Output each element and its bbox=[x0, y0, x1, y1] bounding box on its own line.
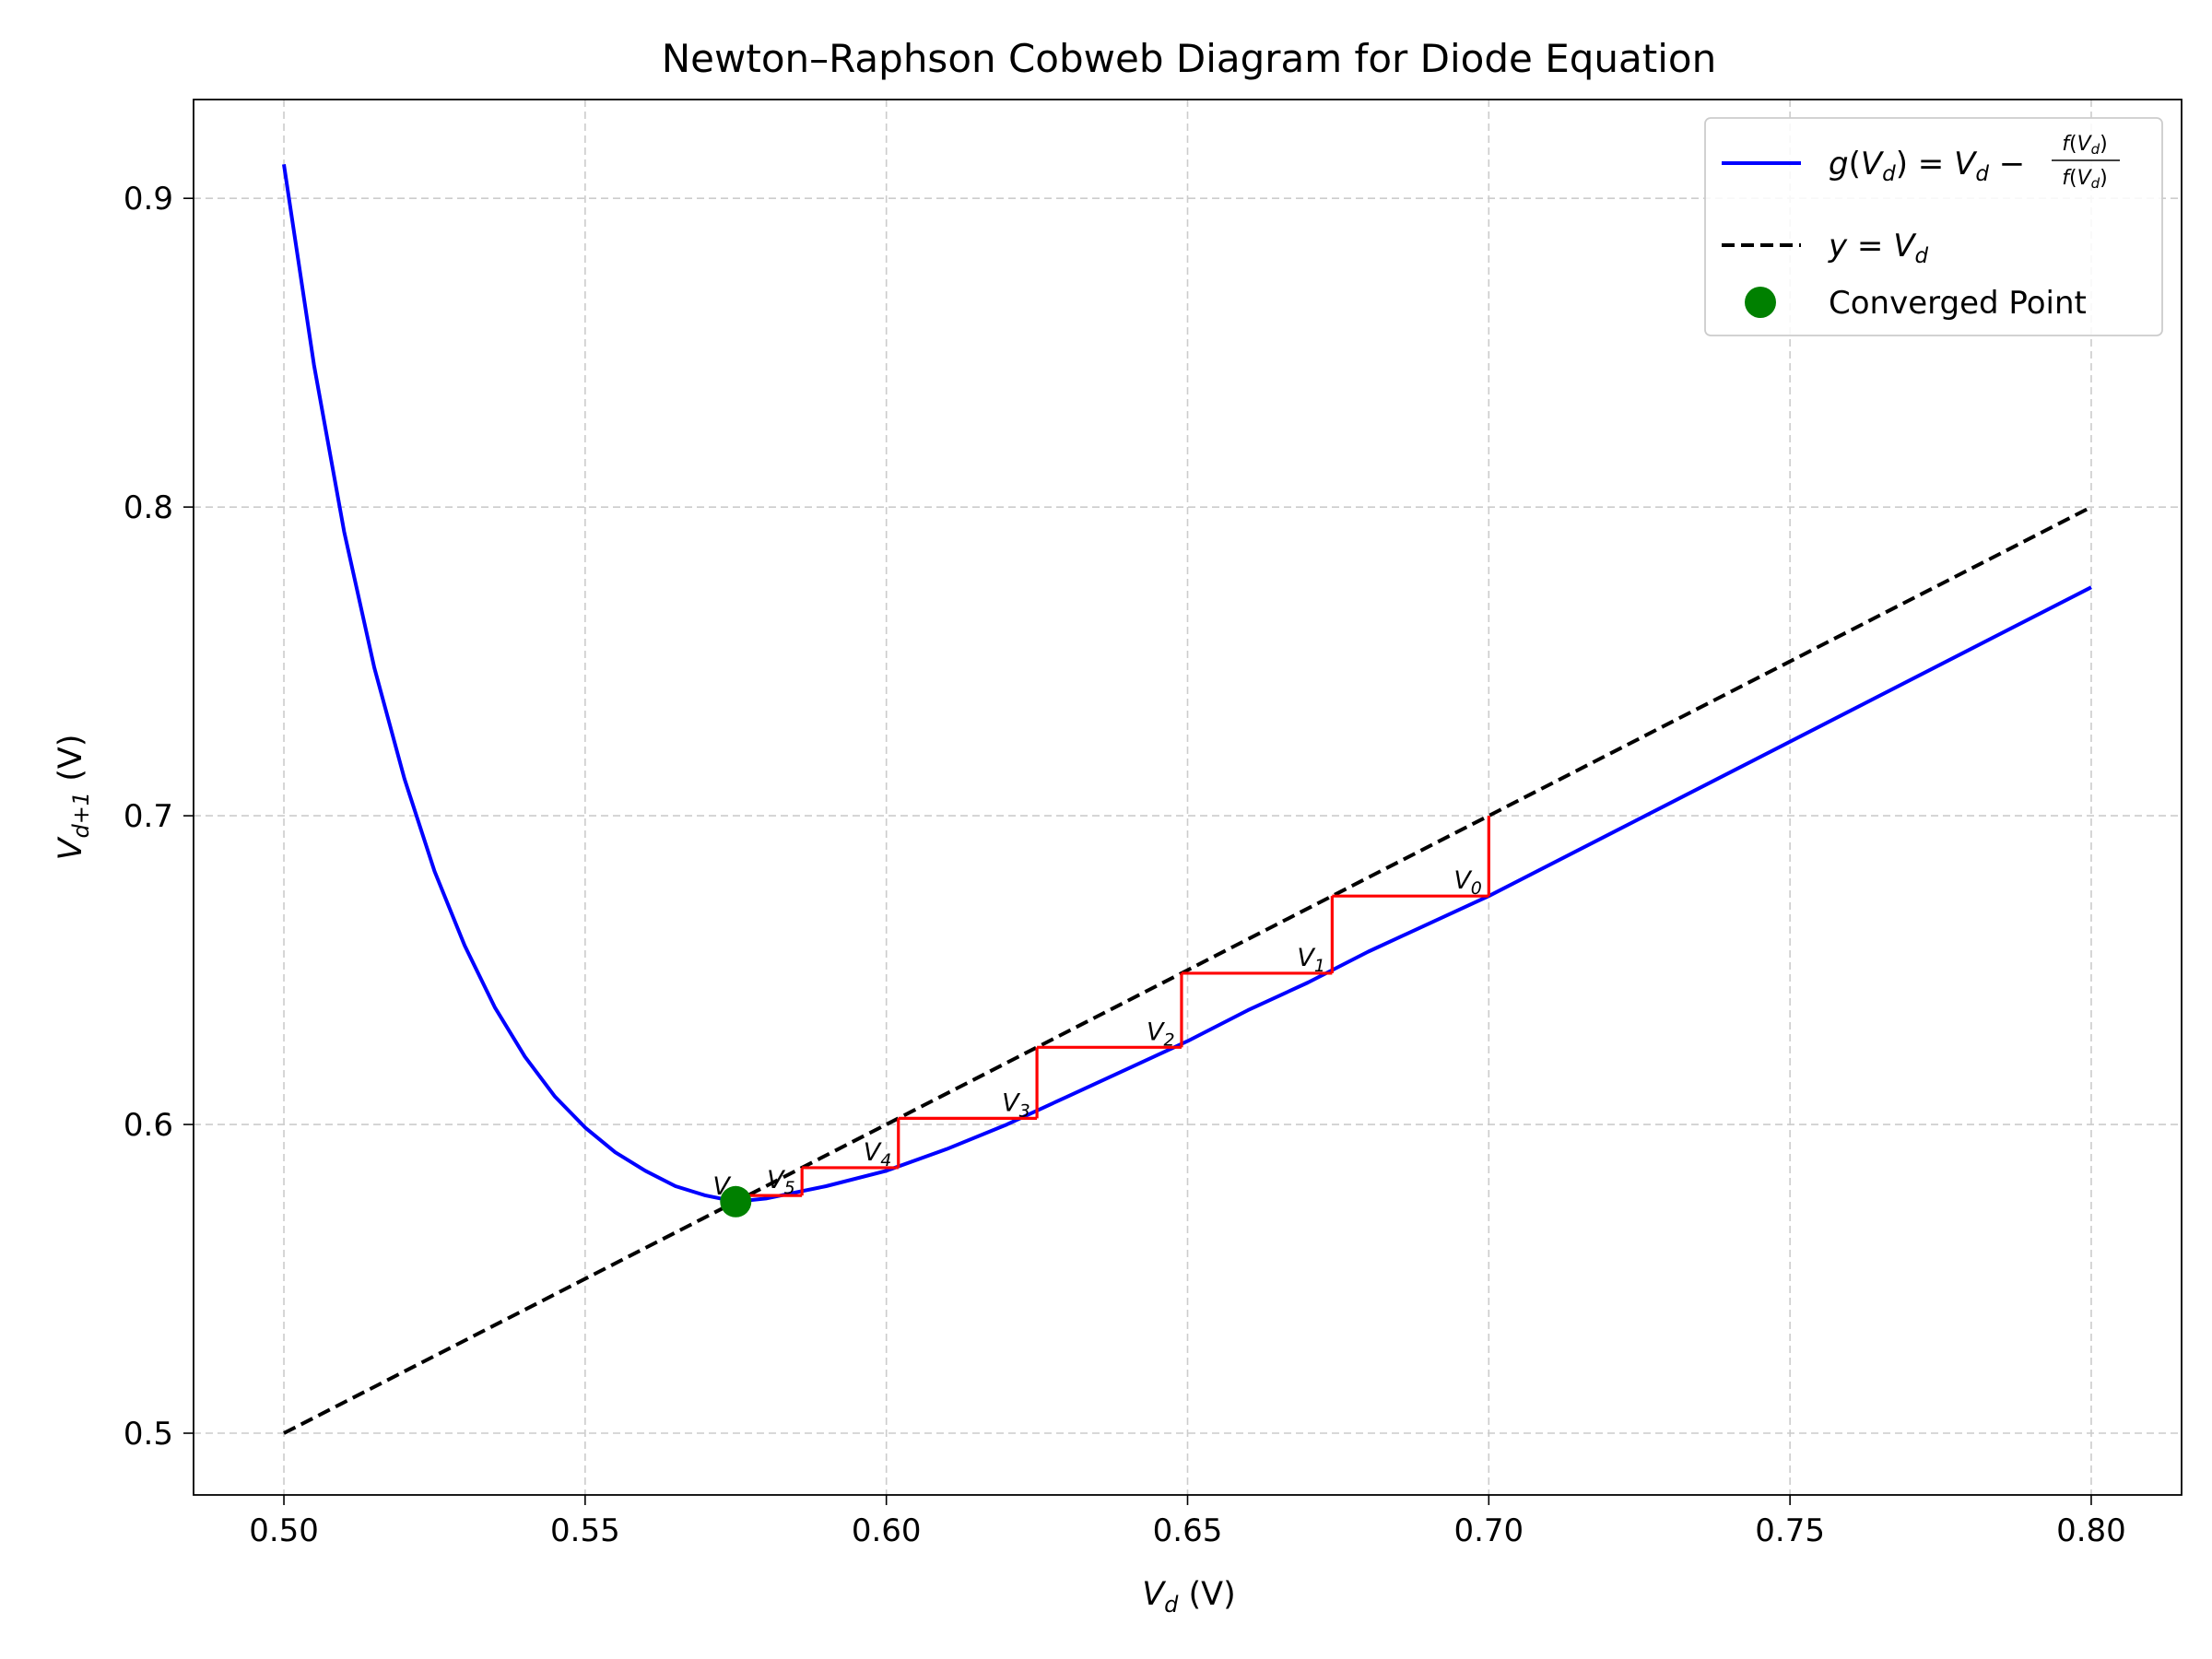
iteration-label: V1 bbox=[1297, 944, 1325, 976]
chart-title: Newton–Raphson Cobweb Diagram for Diode … bbox=[662, 36, 1716, 81]
converged-point-marker bbox=[720, 1185, 752, 1218]
y-tick-label: 0.7 bbox=[124, 798, 173, 835]
x-tick-label: 0.60 bbox=[852, 1512, 922, 1549]
x-tick-label: 0.55 bbox=[550, 1512, 620, 1549]
iteration-label: V5 bbox=[767, 1166, 795, 1198]
legend: g(Vd) = Vd − f(Vd) f(Vd) y = Vd Converge… bbox=[1704, 117, 2163, 336]
legend-converged-marker bbox=[1745, 287, 1776, 318]
y-axis-ticks: 0.5 0.6 0.7 0.8 0.9 bbox=[124, 181, 194, 1453]
cobweb-path bbox=[735, 816, 1490, 1204]
x-tick-label: 0.70 bbox=[1453, 1512, 1524, 1549]
x-tick-label: 0.75 bbox=[1755, 1512, 1825, 1549]
x-tick-label: 0.65 bbox=[1153, 1512, 1223, 1549]
converged-marker-group bbox=[720, 1185, 752, 1218]
svg-text:f(Vd): f(Vd) bbox=[2062, 133, 2108, 158]
y-tick-label: 0.8 bbox=[124, 489, 173, 526]
svg-text:f(Vd): f(Vd) bbox=[2062, 167, 2108, 192]
y-axis-label: Vd+1 (V) bbox=[53, 735, 94, 861]
iteration-label: V4 bbox=[864, 1138, 892, 1171]
x-axis-ticks: 0.50 0.55 0.60 0.65 0.70 0.75 0.80 bbox=[249, 1495, 2126, 1549]
y-tick-label: 0.5 bbox=[124, 1416, 173, 1453]
plot-frame bbox=[193, 99, 2183, 1496]
identity-line bbox=[283, 505, 2092, 1435]
x-tick-label: 0.80 bbox=[2056, 1512, 2126, 1549]
iteration-label: V0 bbox=[1453, 866, 1482, 899]
legend-identity-label: y = Vd bbox=[1828, 228, 1929, 268]
x-axis-label: Vd (V) bbox=[1142, 1576, 1236, 1618]
iteration-label: V3 bbox=[1002, 1088, 1030, 1121]
x-tick-label: 0.50 bbox=[249, 1512, 319, 1549]
legend-g-label: g(Vd) = Vd − bbox=[1829, 146, 2025, 186]
g-curve-line bbox=[282, 164, 2092, 1204]
y-tick-label: 0.9 bbox=[124, 181, 173, 218]
legend-g-fraction: f(Vd) f(Vd) bbox=[2052, 133, 2120, 192]
iteration-labels: V0V1V2V3V4V5V6 bbox=[712, 866, 1482, 1205]
iteration-label: V2 bbox=[1147, 1018, 1175, 1050]
legend-box bbox=[1704, 117, 2163, 336]
plot-series bbox=[282, 164, 2092, 1435]
y-tick-label: 0.6 bbox=[124, 1107, 173, 1144]
legend-converged-label: Converged Point bbox=[1829, 285, 2087, 322]
